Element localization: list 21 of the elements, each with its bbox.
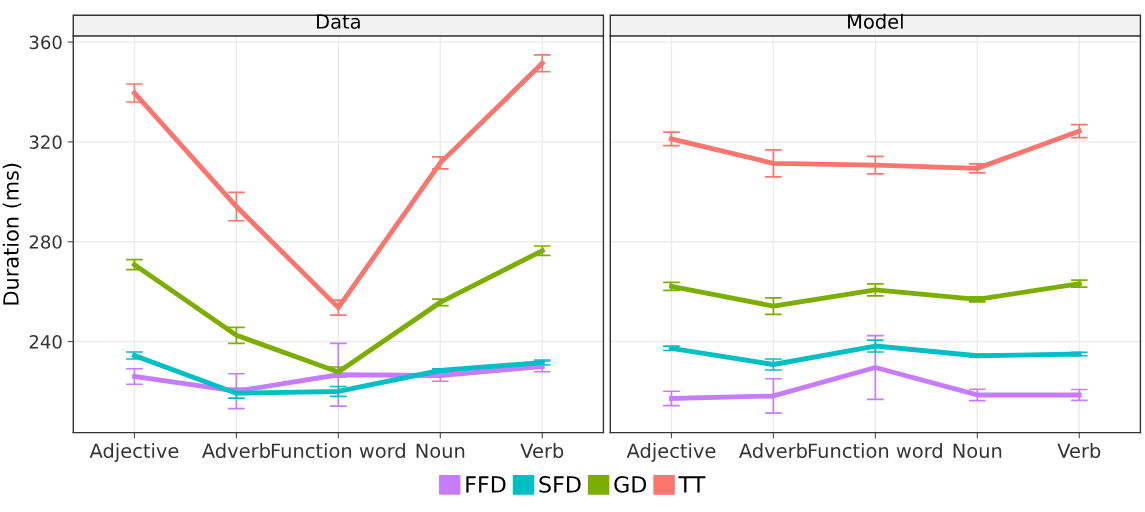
y-tick-label: 240 — [29, 335, 62, 349]
x-tick-label: Verb — [1057, 443, 1101, 459]
x-tick-label: Function word — [271, 443, 405, 459]
y-tick-label: 320 — [29, 135, 62, 150]
legend-label: FFD — [466, 476, 506, 493]
x-tick-label: Function word — [808, 443, 942, 459]
legend-label: GD — [614, 476, 647, 493]
y-tick-label: 360 — [29, 35, 62, 50]
legend-label: SFD — [539, 476, 581, 493]
chart-title: Model — [848, 13, 903, 29]
x-tick-label: Noun — [416, 443, 465, 459]
x-tick-label: Verb — [520, 443, 564, 459]
x-tick-label: Noun — [953, 443, 1002, 459]
y-tick-label: 280 — [29, 235, 62, 249]
legend-label: TT — [678, 476, 706, 493]
y-axis-title: Duration (ms) — [2, 163, 22, 305]
x-tick-label: Adverb — [739, 443, 807, 459]
chart-title: Data — [317, 14, 360, 29]
x-tick-label: Adjective — [626, 443, 716, 462]
x-tick-label: Adverb — [201, 443, 270, 459]
x-tick-label: Adjective — [89, 443, 179, 462]
